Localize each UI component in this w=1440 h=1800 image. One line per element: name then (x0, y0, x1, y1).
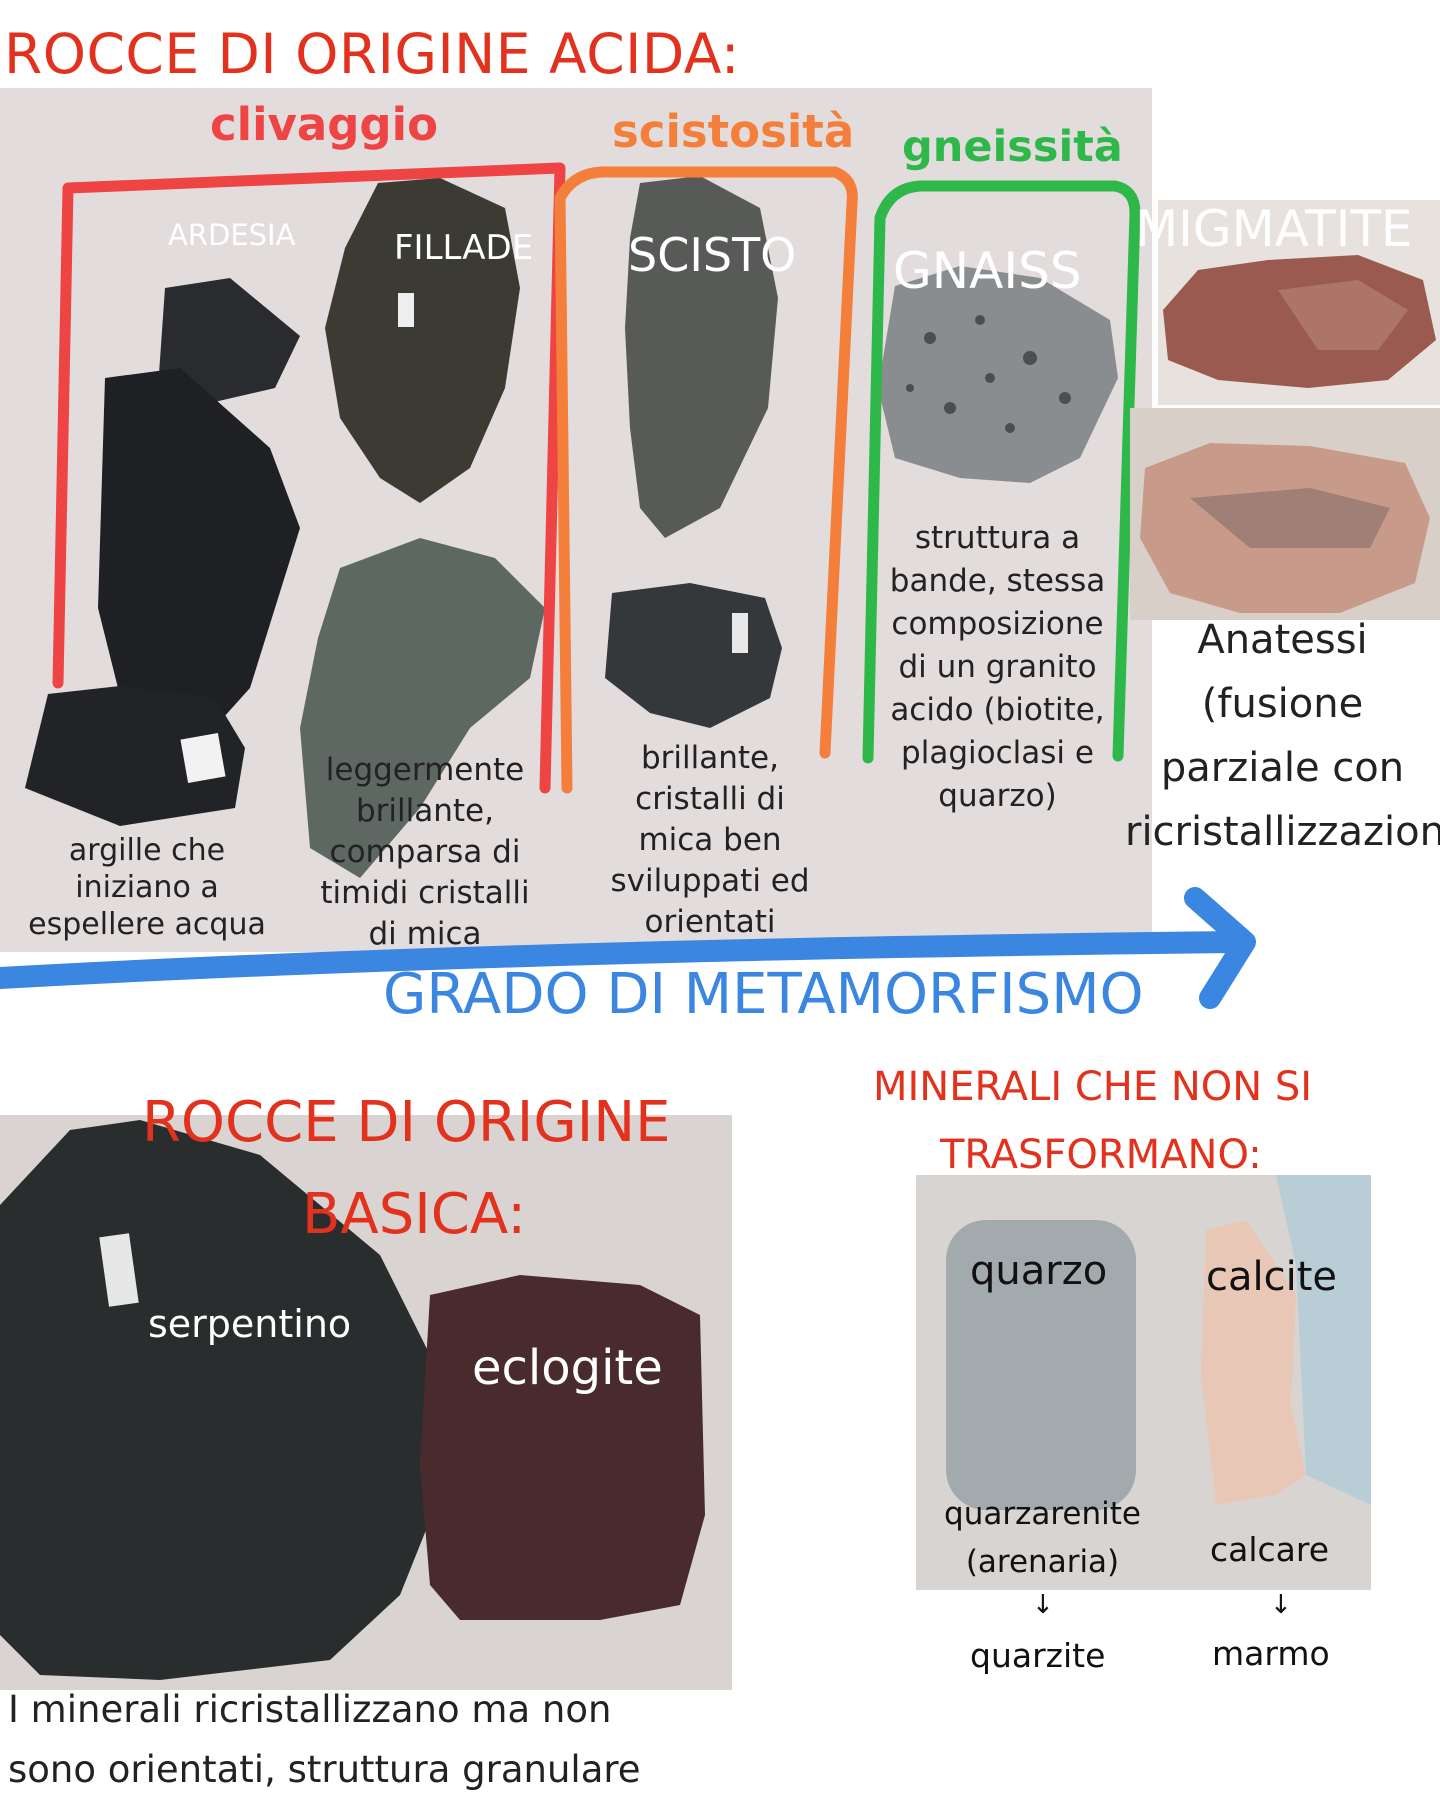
quarzarenite-label: quarzarenite (arenaria) (944, 1496, 1141, 1580)
marmo-label: marmo (1212, 1634, 1330, 1673)
ardesia-description: argille che iniziano a espellere acqua (28, 833, 266, 942)
gnaiss-name: GNAISS (893, 242, 1082, 300)
scisto-rock (625, 176, 778, 538)
gnaiss-rock (878, 266, 1118, 483)
quarzo-label: quarzo (970, 1248, 1108, 1294)
scisto-label-tag (732, 613, 748, 653)
ardesia-label-tag (180, 733, 226, 783)
eclogite-label: eclogite (472, 1340, 663, 1396)
gneissita-bracket (862, 180, 1141, 764)
stable-title-line1: MINERALI CHE NON SI (873, 1064, 1313, 1110)
basic-rocks-photo (0, 1115, 732, 1690)
serpentino-label: serpentino (148, 1302, 352, 1346)
scistosita-label: scistosità (612, 105, 855, 158)
fillade-name: FILLADE (394, 228, 534, 268)
metamorphism-label: GRADO DI METAMORFISMO (383, 962, 1144, 1027)
ardesia-name: ARDESIA (168, 218, 296, 252)
quarzo-sample (946, 1220, 1136, 1510)
fillade-label-tag (398, 293, 414, 327)
fillade-rock-green (300, 538, 545, 878)
basic-title-line2: BASICA: (302, 1182, 527, 1247)
ardesia-rock-small (158, 278, 300, 403)
basic-caption: I minerali ricristallizzano ma non sono … (8, 1688, 641, 1791)
acid-rocks-photo (0, 88, 1152, 952)
calcare-label: calcare (1210, 1530, 1330, 1569)
scistosita-bracket (554, 166, 858, 794)
calcite-sample (1201, 1220, 1306, 1505)
migmatite-name: MIGMATITE (1135, 200, 1413, 258)
ardesia-rock-large (98, 368, 300, 738)
stable-title-line2: TRASFORMANO: (940, 1132, 1262, 1178)
quarzite-arrow: ↓ (1032, 1590, 1054, 1620)
scisto-description: brillante, cristalli di mica ben svilupp… (610, 740, 810, 940)
scisto-rock-small (605, 583, 782, 728)
migmatite-description: Anatessi (fusione parziale con ricristal… (1125, 617, 1440, 855)
scisto-name: SCISTO (628, 228, 797, 282)
fillade-description: leggermente brillante, comparsa di timid… (320, 752, 530, 952)
gnaiss-description: struttura a bande, stessa composizione d… (889, 520, 1106, 814)
clivaggio-label: clivaggio (210, 98, 438, 151)
acid-title: ROCCE DI ORIGINE ACIDA: (4, 22, 740, 86)
marmo-arrow: ↓ (1270, 1590, 1292, 1620)
eclogite-rock (420, 1275, 705, 1620)
ardesia-rock-bottom (25, 686, 245, 826)
migmatite-photo-bottom (1130, 408, 1440, 620)
gneissita-label: gneissità (902, 122, 1123, 172)
acid-rocks-illustration (25, 162, 1141, 878)
calcite-label: calcite (1206, 1254, 1338, 1300)
migmatite-photo-top (1158, 200, 1440, 405)
quarzite-label: quarzite (970, 1636, 1106, 1675)
stable-minerals-photo (916, 1175, 1371, 1590)
clivaggio-bracket (52, 162, 566, 794)
fillade-rock (325, 178, 520, 503)
basic-title-line1: ROCCE DI ORIGINE (142, 1090, 671, 1155)
metamorphism-arrow (0, 887, 1256, 1009)
